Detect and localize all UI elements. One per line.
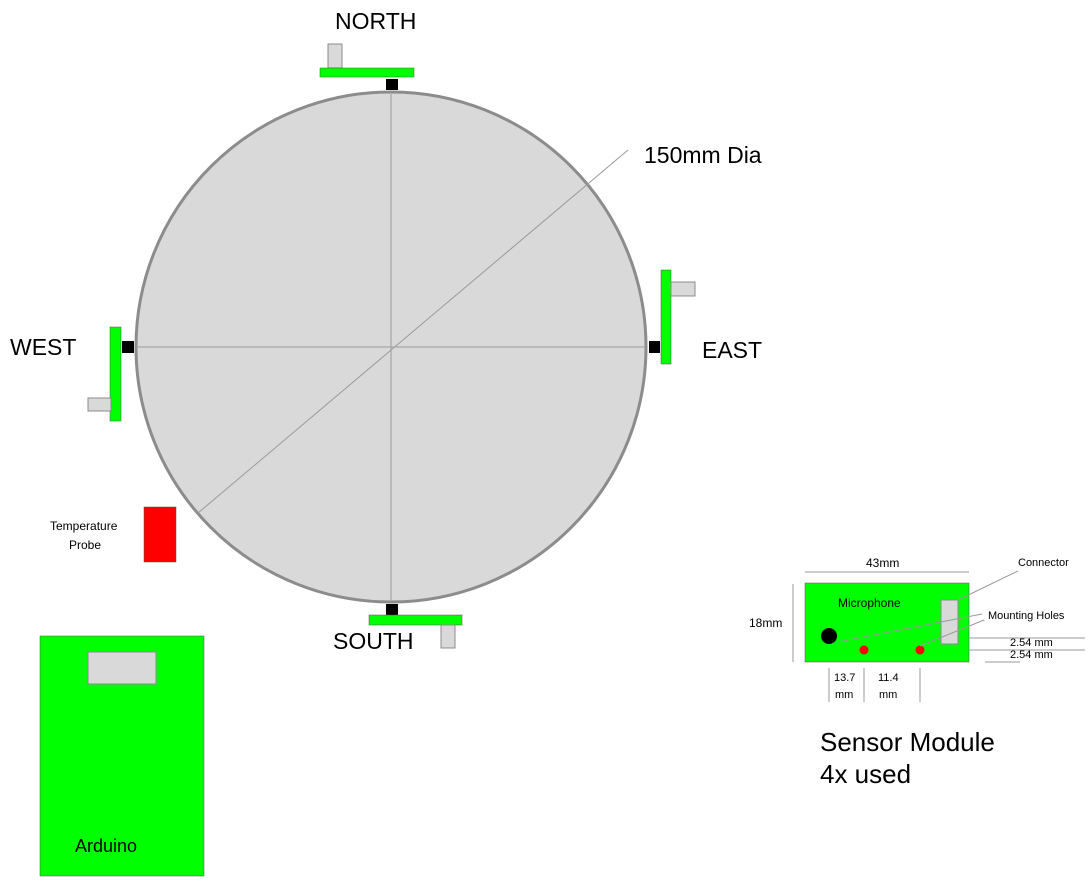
connector-label: Connector xyxy=(1018,557,1069,569)
module-microphone xyxy=(821,628,837,644)
dim2-line1: 11.4 xyxy=(878,672,899,684)
module-connector xyxy=(940,599,959,645)
diameter-line xyxy=(197,149,629,514)
south-label: SOUTH xyxy=(333,628,414,654)
offset-label-2: 2.54 mm xyxy=(1010,649,1053,661)
north-label: NORTH xyxy=(335,8,416,34)
south-sensor xyxy=(368,604,463,649)
dim2-line2: mm xyxy=(879,689,897,701)
module-width-label: 43mm xyxy=(866,556,899,570)
sensor-module-title: Sensor Module xyxy=(820,727,995,757)
north-sensor xyxy=(319,43,415,90)
diameter-label: 150mm Dia xyxy=(644,142,762,168)
microphone-label: Microphone xyxy=(838,596,901,610)
dim1-line1: 13.7 xyxy=(834,672,855,684)
west-sensor xyxy=(87,326,134,422)
sensor-module-detail: 43mm 18mm Microphone Connector Mounting … xyxy=(749,556,1085,789)
east-label: EAST xyxy=(702,337,762,363)
arduino-board xyxy=(39,635,205,877)
temperature-label-line2: Probe xyxy=(69,538,101,552)
temperature-probe xyxy=(143,506,177,563)
sensor-module-subtitle: 4x used xyxy=(820,759,911,789)
mounting-hole-left xyxy=(859,645,869,655)
temperature-label-line1: Temperature xyxy=(50,519,118,533)
offset-label-1: 2.54 mm xyxy=(1010,637,1053,649)
mounting-holes-label: Mounting Holes xyxy=(988,610,1065,622)
arduino-label: Arduino xyxy=(75,836,137,856)
west-label: WEST xyxy=(10,334,76,360)
dim1-line2: mm xyxy=(835,689,853,701)
module-height-label: 18mm xyxy=(749,616,782,630)
east-sensor xyxy=(649,269,696,365)
mounting-hole-right xyxy=(915,645,925,655)
